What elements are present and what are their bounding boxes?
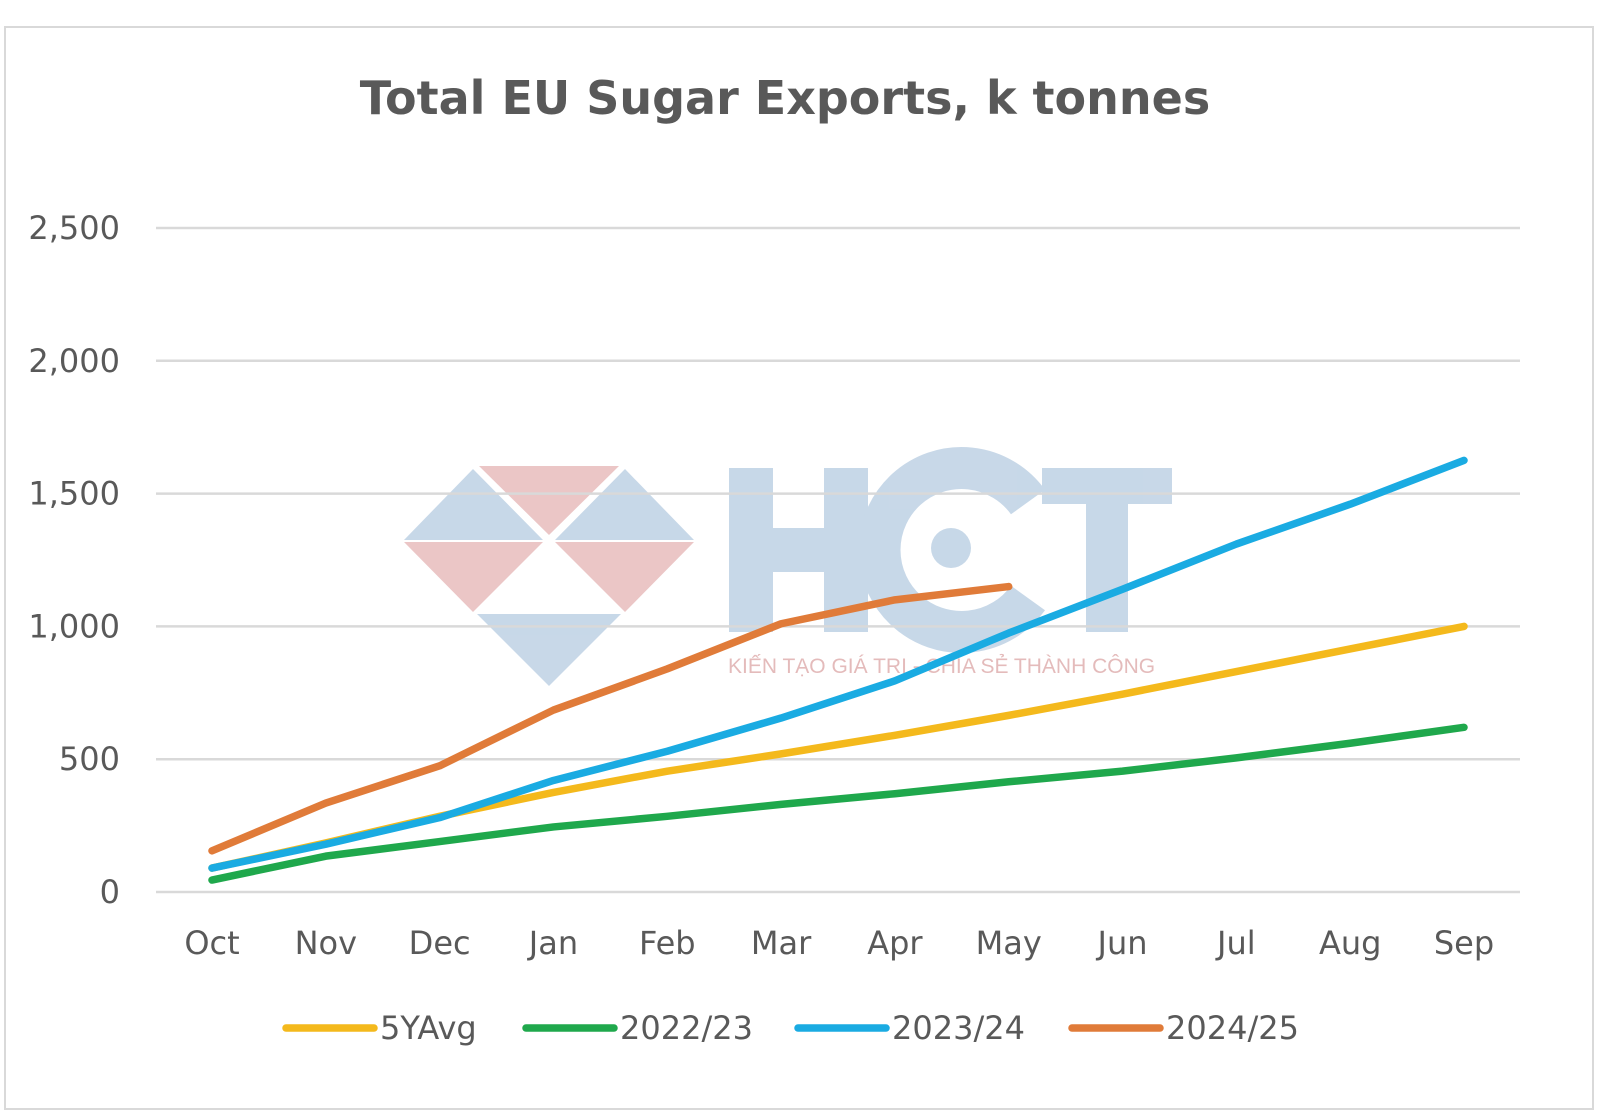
y-tick-label: 2,000	[28, 342, 120, 380]
x-tick-label: Jun	[1096, 924, 1148, 962]
series-line-2022-23	[208, 723, 1468, 884]
watermark-tagline: KIẾN TẠO GIÁ TRỊ - CHIA SẺ THÀNH CÔNG	[728, 655, 1155, 678]
series-line-2023-24	[208, 456, 1468, 872]
chart-canvas: Total EU Sugar Exports, k tonnes	[28, 71, 1520, 1047]
legend-label: 2022/23	[620, 1009, 753, 1047]
x-axis: Oct Nov Dec Jan Feb Mar Apr May Jun Jul Aug Sep	[184, 924, 1494, 962]
watermark-hct-letters	[729, 447, 1172, 653]
legend-label: 2023/24	[892, 1009, 1025, 1047]
y-tick-label: 500	[59, 740, 120, 778]
x-tick-label: Aug	[1319, 924, 1381, 962]
x-tick-label: Jan	[527, 924, 578, 962]
y-tick-label: 1,000	[28, 607, 120, 645]
y-tick-label: 2,500	[28, 209, 120, 247]
legend: 5YAvg 2022/23 2023/24 2024/25	[282, 1009, 1299, 1047]
x-tick-label: Oct	[184, 924, 239, 962]
legend-label: 5YAvg	[380, 1009, 477, 1047]
series-lines	[208, 456, 1468, 884]
y-tick-label: 1,500	[28, 475, 120, 513]
watermark-diamond-icon	[404, 466, 694, 686]
x-tick-label: Jul	[1215, 924, 1256, 962]
chart-title: Total EU Sugar Exports, k tonnes	[360, 71, 1210, 125]
legend-label: 2024/25	[1166, 1009, 1299, 1047]
x-tick-label: Feb	[639, 924, 696, 962]
x-tick-label: Nov	[295, 924, 357, 962]
y-tick-label: 0	[100, 873, 120, 911]
x-tick-label: May	[976, 924, 1042, 962]
x-tick-label: Apr	[867, 924, 923, 962]
watermark-logo: KIẾN TẠO GIÁ TRỊ - CHIA SẺ THÀNH CÔNG	[404, 447, 1172, 686]
chart-frame: Total EU Sugar Exports, k tonnes	[4, 26, 1594, 1110]
x-tick-label: Sep	[1434, 924, 1494, 962]
x-tick-label: Mar	[751, 924, 812, 962]
series-line-2024-25	[208, 582, 1013, 855]
x-tick-label: Dec	[409, 924, 471, 962]
gridlines	[156, 226, 1520, 894]
y-axis: 0 500 1,000 1,500 2,000 2,500	[28, 209, 120, 911]
